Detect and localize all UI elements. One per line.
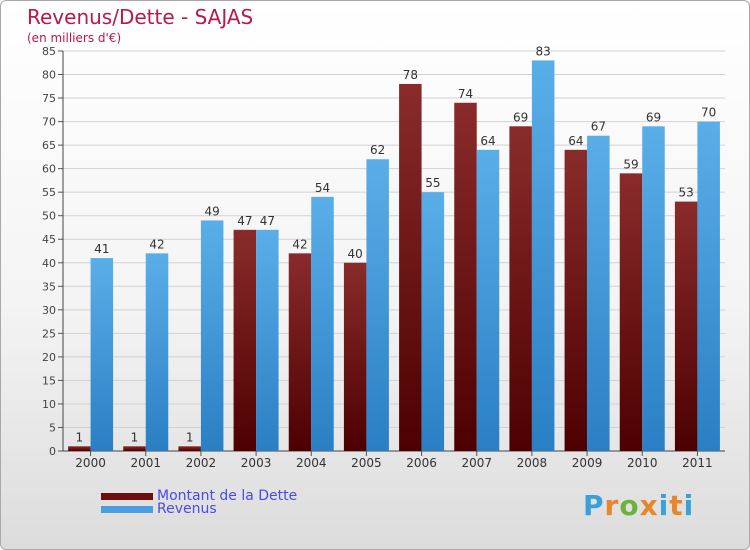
legend-label-debt: Montant de la Dette — [157, 488, 298, 504]
bar-debt — [509, 126, 532, 451]
chart-title: Revenus/Dette - SAJAS — [27, 5, 254, 29]
bar-revenus — [476, 149, 500, 451]
bar-debt — [343, 262, 367, 451]
data-label-debt: 59 — [623, 157, 638, 171]
data-label-revenus: 41 — [94, 242, 109, 256]
y-tick-label: 20 — [42, 351, 56, 364]
chart-subtitle: (en milliers d'€) — [27, 31, 122, 45]
data-label-revenus: 62 — [370, 143, 385, 157]
bar-revenus — [145, 253, 169, 451]
data-label-debt: 69 — [513, 110, 528, 124]
data-label-revenus: 49 — [205, 204, 220, 218]
y-tick-label: 25 — [42, 327, 56, 340]
y-tick-label: 15 — [42, 374, 56, 387]
bar-debt — [564, 149, 588, 451]
x-tick-label: 2008 — [517, 456, 548, 470]
axes: 0 5 10 15 20 25 30 35 40 45 50 55 60 65 70 75 80 85 2000 20… — [42, 45, 725, 470]
bar-debt — [399, 83, 422, 452]
x-tick-label: 2007 — [461, 456, 492, 470]
grid-lines — [63, 50, 725, 428]
data-label-revenus: 54 — [315, 181, 330, 195]
bar-debt — [674, 201, 698, 451]
data-label-debt: 40 — [348, 247, 363, 261]
data-label-debt: 78 — [403, 68, 418, 82]
data-label-debt: 1 — [186, 430, 194, 444]
y-tick-label: 85 — [42, 45, 56, 58]
x-tick-label: 2009 — [572, 456, 603, 470]
data-label-debt: 64 — [568, 134, 583, 148]
data-label-revenus: 83 — [536, 44, 551, 58]
x-tick-label: 2011 — [682, 456, 713, 470]
bar-revenus — [90, 258, 114, 451]
data-label-revenus: 69 — [646, 110, 661, 124]
bar-debt — [454, 102, 477, 451]
data-label-revenus: 70 — [701, 106, 716, 120]
legend-item-revenus: Revenus — [101, 501, 217, 517]
data-label-revenus: 67 — [591, 120, 606, 134]
data-label-debt: 1 — [76, 430, 84, 444]
y-tick-label: 80 — [42, 69, 56, 82]
legend-swatch-revenus — [101, 505, 153, 513]
y-tick-label: 40 — [42, 257, 56, 270]
y-tick-label: 75 — [42, 92, 56, 105]
bars — [68, 60, 720, 452]
data-label-debt: 47 — [237, 214, 252, 228]
bar-revenus — [256, 229, 279, 451]
data-label-debt: 53 — [679, 186, 694, 200]
data-label-debt: 42 — [292, 237, 307, 251]
bar-revenus — [587, 135, 610, 452]
data-label-debt: 74 — [458, 87, 473, 101]
x-tick-label: 2004 — [296, 456, 327, 470]
y-tick-label: 70 — [42, 116, 56, 129]
x-tick-label: 2002 — [186, 456, 217, 470]
y-tick-label: 30 — [42, 304, 56, 317]
y-tick-label: 50 — [42, 210, 56, 223]
proxiti-logo: Proxiti — [583, 489, 695, 522]
x-tick-label: 2003 — [241, 456, 272, 470]
data-label-debt: 1 — [131, 430, 139, 444]
bar-debt — [68, 446, 91, 451]
legend-label-revenus: Revenus — [157, 501, 217, 517]
y-tick-label: 60 — [42, 163, 56, 176]
bar-revenus — [531, 60, 555, 451]
x-tick-label: 2006 — [406, 456, 437, 470]
bar-revenus — [311, 196, 334, 451]
bar-revenus — [200, 220, 224, 451]
y-tick-label: 45 — [42, 233, 56, 246]
x-tick-label: 2010 — [627, 456, 658, 470]
bar-debt — [233, 229, 257, 451]
legend-swatch-debt — [101, 492, 153, 500]
x-tick-label: 2000 — [75, 456, 106, 470]
data-label-revenus: 64 — [480, 134, 495, 148]
y-tick-label: 55 — [42, 186, 56, 199]
bar-debt — [619, 173, 643, 451]
y-tick-label: 10 — [42, 398, 56, 411]
bar-revenus — [642, 126, 665, 451]
bar-debt — [123, 446, 146, 451]
y-tick-label: 5 — [49, 421, 56, 434]
bar-debt — [288, 253, 312, 451]
bar-revenus — [697, 121, 720, 452]
y-tick-label: 0 — [49, 445, 56, 458]
y-tick-label: 35 — [42, 280, 56, 293]
legend-item-debt: Montant de la Dette — [101, 488, 297, 504]
bar-revenus — [366, 159, 389, 451]
data-label-revenus: 47 — [260, 214, 275, 228]
bar-revenus — [421, 192, 445, 452]
data-label-revenus: 55 — [425, 176, 440, 190]
data-labels: 1 41 1 42 1 49 47 47 42 54 40 62 78 55 74 64 69 83 64 67 59 6… — [76, 44, 717, 444]
x-tick-label: 2005 — [351, 456, 382, 470]
y-tick-label: 65 — [42, 139, 56, 152]
data-label-revenus: 42 — [149, 237, 164, 251]
x-tick-label: 2001 — [130, 456, 161, 470]
bar-debt — [178, 446, 201, 451]
